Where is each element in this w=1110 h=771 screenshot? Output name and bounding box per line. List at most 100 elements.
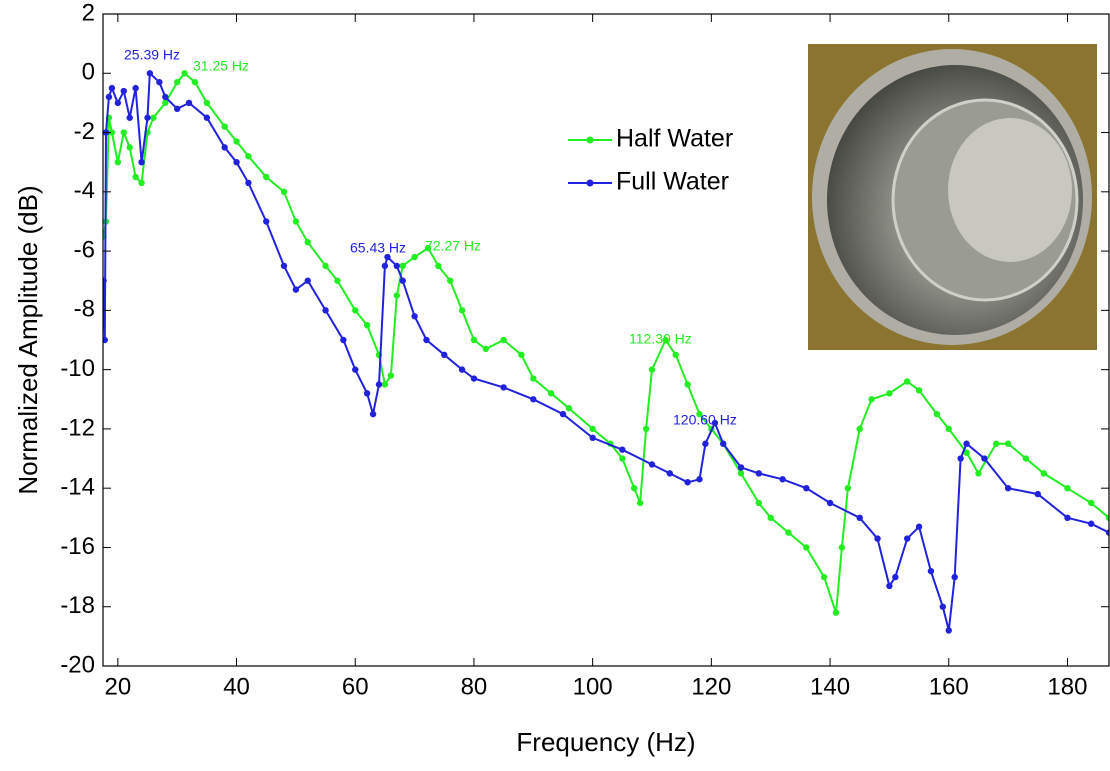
annotation: 120.60 Hz xyxy=(673,412,737,428)
data-point xyxy=(933,410,941,418)
x-tick-label: 160 xyxy=(929,673,969,700)
data-point xyxy=(1087,499,1095,507)
data-point xyxy=(369,410,377,418)
data-point xyxy=(156,78,163,86)
data-point xyxy=(233,138,240,145)
data-point xyxy=(245,179,252,187)
data-point xyxy=(292,286,300,293)
data-point xyxy=(162,93,169,101)
data-point xyxy=(993,440,1000,447)
data-point xyxy=(126,114,133,121)
x-axis-title: Frequency (Hz) xyxy=(516,727,695,757)
data-point xyxy=(322,307,329,314)
data-point xyxy=(939,603,947,610)
data-point xyxy=(381,262,389,270)
data-point xyxy=(826,499,834,507)
legend-label: Half Water xyxy=(616,125,733,153)
data-point xyxy=(589,425,596,433)
data-point xyxy=(874,535,881,542)
data-point xyxy=(957,455,964,462)
data-point xyxy=(1004,440,1012,447)
data-point xyxy=(856,514,863,522)
data-point xyxy=(559,410,567,418)
data-point xyxy=(191,78,199,86)
legend-label: Full Water xyxy=(616,168,729,196)
data-point xyxy=(711,419,719,427)
data-point xyxy=(945,627,952,634)
y-tick-label: -10 xyxy=(60,355,95,382)
data-point xyxy=(696,476,703,483)
data-point xyxy=(352,307,359,314)
data-point xyxy=(755,470,763,477)
data-point xyxy=(666,470,674,477)
data-point xyxy=(951,573,958,581)
data-point xyxy=(138,179,145,187)
data-point xyxy=(132,173,139,181)
data-point xyxy=(886,582,893,590)
x-tick-label: 80 xyxy=(461,673,488,700)
y-tick-label: -20 xyxy=(60,651,95,678)
data-point xyxy=(672,351,679,359)
data-point xyxy=(132,84,139,92)
data-point xyxy=(399,277,406,284)
data-point xyxy=(1034,490,1041,498)
data-point xyxy=(530,375,537,382)
data-point xyxy=(245,153,252,160)
data-point xyxy=(1087,520,1095,527)
data-point xyxy=(1105,514,1109,522)
data-point xyxy=(114,99,122,107)
data-point xyxy=(856,425,863,433)
data-point xyxy=(648,461,656,468)
data-point xyxy=(138,158,145,166)
y-tick-label: -4 xyxy=(74,177,95,204)
plot-frame xyxy=(102,13,1110,667)
data-point xyxy=(411,313,418,320)
annotation: 72.27 Hz xyxy=(425,238,481,254)
data-point xyxy=(352,366,359,373)
x-tick-label: 140 xyxy=(810,673,850,700)
data-point xyxy=(518,351,525,359)
data-point xyxy=(424,244,432,252)
inset-photo xyxy=(808,44,1097,350)
data-point xyxy=(1064,514,1071,522)
data-point xyxy=(702,440,709,447)
data-point xyxy=(105,93,113,101)
data-point xyxy=(662,336,669,344)
data-point xyxy=(963,440,970,447)
data-point xyxy=(108,129,116,136)
data-point xyxy=(547,390,555,397)
x-tick-label: 20 xyxy=(104,673,131,700)
data-point xyxy=(185,99,193,107)
x-tick-label: 40 xyxy=(223,673,250,700)
data-point xyxy=(755,499,763,507)
data-point xyxy=(458,366,466,373)
data-point xyxy=(530,396,537,403)
data-point xyxy=(393,292,400,299)
legend-marker xyxy=(586,179,594,187)
legend-marker xyxy=(586,136,594,144)
y-tick-label: -6 xyxy=(74,236,95,263)
data-point xyxy=(470,336,478,344)
data-point xyxy=(233,158,240,166)
data-point xyxy=(384,253,391,261)
data-point xyxy=(1040,470,1047,477)
data-point xyxy=(779,476,786,483)
data-point xyxy=(181,70,188,77)
data-point xyxy=(470,375,478,382)
y-tick-label: -8 xyxy=(74,296,95,323)
y-axis-title: Normalized Amplitude (dB) xyxy=(13,185,43,494)
data-point xyxy=(648,366,656,373)
data-point xyxy=(126,144,133,151)
data-point xyxy=(399,262,406,270)
data-point xyxy=(844,484,852,492)
y-tick-label: -16 xyxy=(60,533,95,560)
data-point xyxy=(963,449,970,456)
data-point xyxy=(387,372,395,379)
data-point xyxy=(381,381,389,388)
data-point xyxy=(221,123,228,130)
data-point xyxy=(114,158,122,166)
y-tick-label: -18 xyxy=(60,592,95,619)
data-point xyxy=(263,173,270,181)
data-point xyxy=(162,99,169,107)
